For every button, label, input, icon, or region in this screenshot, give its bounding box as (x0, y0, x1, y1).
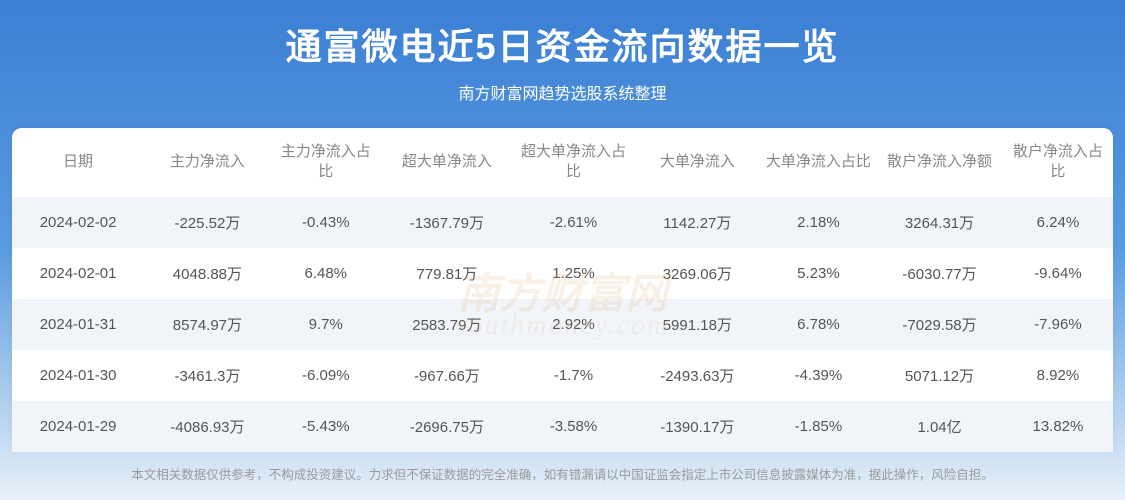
cell: -1390.17万 (634, 401, 761, 452)
cell: 2024-02-02 (12, 197, 144, 248)
fund-flow-table: 日期 主力净流入 主力净流入占比 超大单净流入 超大单净流入占比 大单净流入 大… (12, 128, 1113, 452)
cell: -225.52万 (144, 197, 271, 248)
cell: -1367.79万 (381, 197, 513, 248)
cell: 6.48% (271, 248, 381, 299)
cell: 3269.06万 (634, 248, 761, 299)
cell: -5.43% (271, 401, 381, 452)
cell: 2024-02-01 (12, 248, 144, 299)
cell: -7.96% (1003, 299, 1113, 350)
cell: -1.7% (513, 350, 634, 401)
table-row: 2024-02-02 -225.52万 -0.43% -1367.79万 -2.… (12, 197, 1113, 248)
cell: -6030.77万 (876, 248, 1003, 299)
page-subtitle: 南方财富网趋势选股系统整理 (0, 80, 1125, 104)
cell: 1142.27万 (634, 197, 761, 248)
cell: 5991.18万 (634, 299, 761, 350)
col-xl-net-pct: 超大单净流入占比 (513, 128, 634, 197)
col-retail-net-pct: 散户净流入占比 (1003, 128, 1113, 197)
col-large-net-pct: 大单净流入占比 (761, 128, 877, 197)
cell: 9.7% (271, 299, 381, 350)
table-row: 2024-01-30 -3461.3万 -6.09% -967.66万 -1.7… (12, 350, 1113, 401)
cell: -1.85% (761, 401, 877, 452)
cell: 1.25% (513, 248, 634, 299)
cell: 8.92% (1003, 350, 1113, 401)
header: 通富微电近5日资金流向数据一览 南方财富网趋势选股系统整理 (0, 0, 1125, 114)
cell: 8574.97万 (144, 299, 271, 350)
cell: -2493.63万 (634, 350, 761, 401)
cell: 1.04亿 (876, 401, 1003, 452)
cell: -4086.93万 (144, 401, 271, 452)
cell: -4.39% (761, 350, 877, 401)
cell: 2024-01-30 (12, 350, 144, 401)
cell: 4048.88万 (144, 248, 271, 299)
cell: -2696.75万 (381, 401, 513, 452)
cell: 6.24% (1003, 197, 1113, 248)
col-main-net: 主力净流入 (144, 128, 271, 197)
cell: 2.18% (761, 197, 877, 248)
table-body: 2024-02-02 -225.52万 -0.43% -1367.79万 -2.… (12, 197, 1113, 452)
cell: -0.43% (271, 197, 381, 248)
cell: -6.09% (271, 350, 381, 401)
col-large-net: 大单净流入 (634, 128, 761, 197)
table-row: 2024-01-29 -4086.93万 -5.43% -2696.75万 -3… (12, 401, 1113, 452)
table-row: 2024-02-01 4048.88万 6.48% 779.81万 1.25% … (12, 248, 1113, 299)
cell: 2024-01-29 (12, 401, 144, 452)
cell: -967.66万 (381, 350, 513, 401)
cell: 13.82% (1003, 401, 1113, 452)
cell: 2583.79万 (381, 299, 513, 350)
table-row: 2024-01-31 8574.97万 9.7% 2583.79万 2.92% … (12, 299, 1113, 350)
cell: 2024-01-31 (12, 299, 144, 350)
cell: 5071.12万 (876, 350, 1003, 401)
cell: -3.58% (513, 401, 634, 452)
col-date: 日期 (12, 128, 144, 197)
cell: 779.81万 (381, 248, 513, 299)
table-container: 日期 主力净流入 主力净流入占比 超大单净流入 超大单净流入占比 大单净流入 大… (12, 128, 1113, 452)
cell: -2.61% (513, 197, 634, 248)
table-header-row: 日期 主力净流入 主力净流入占比 超大单净流入 超大单净流入占比 大单净流入 大… (12, 128, 1113, 197)
cell: 2.92% (513, 299, 634, 350)
cell: 6.78% (761, 299, 877, 350)
cell: 5.23% (761, 248, 877, 299)
footer-disclaimer: 本文相关数据仅供参考，不构成投资建议。力求但不保证数据的完全准确，如有错漏请以中… (0, 452, 1125, 495)
cell: -3461.3万 (144, 350, 271, 401)
page-title: 通富微电近5日资金流向数据一览 (0, 18, 1125, 70)
cell: 3264.31万 (876, 197, 1003, 248)
cell: -9.64% (1003, 248, 1113, 299)
cell: -7029.58万 (876, 299, 1003, 350)
col-xl-net: 超大单净流入 (381, 128, 513, 197)
col-main-net-pct: 主力净流入占比 (271, 128, 381, 197)
col-retail-net: 散户净流入净额 (876, 128, 1003, 197)
